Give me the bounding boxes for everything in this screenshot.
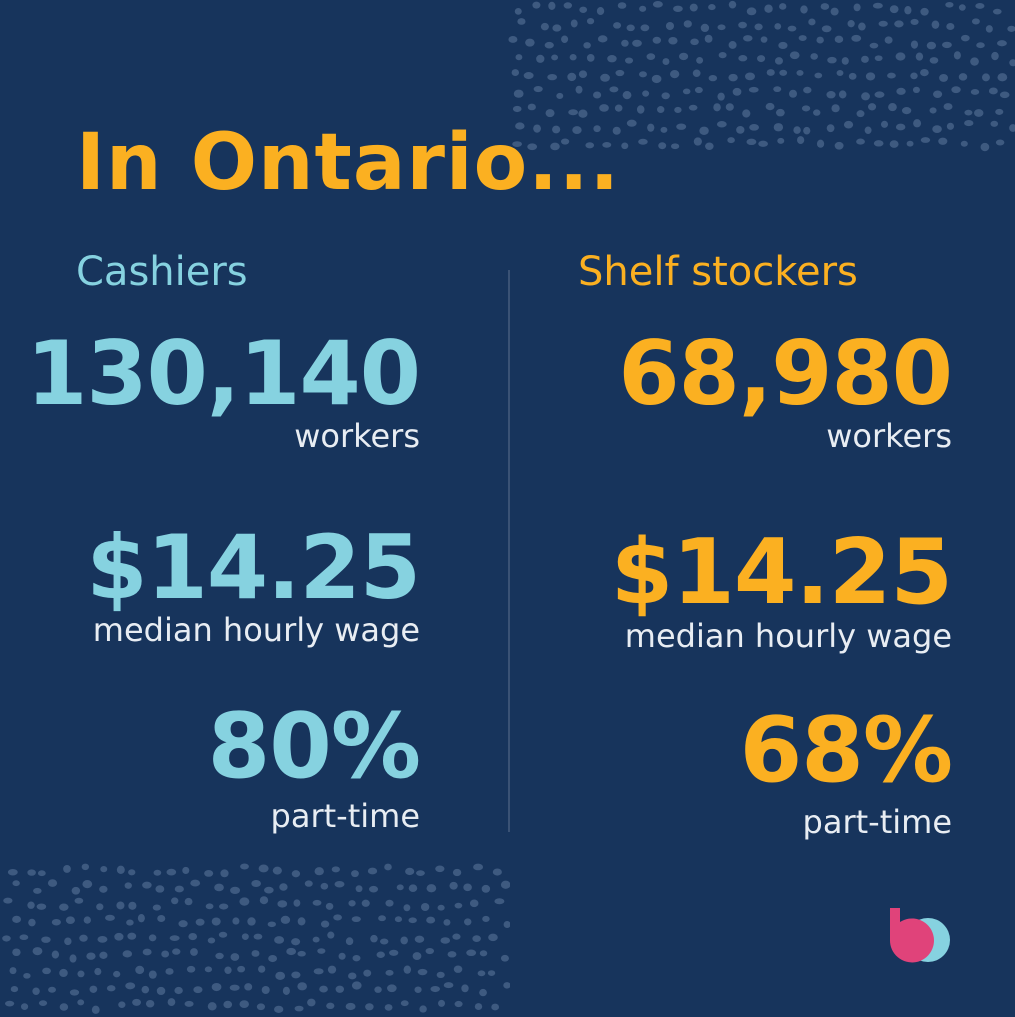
shelf-stockers-parttime-label: part-time — [802, 803, 952, 841]
shelf-stockers-workers-stat: 68,980 workers — [512, 322, 953, 455]
dot-pattern-bottom — [0, 862, 510, 1017]
cashiers-workers-stat: 130,140 workers — [0, 322, 421, 455]
cashiers-parttime-value: 80% — [207, 694, 421, 799]
shelf-stockers-wage-label: median hourly wage — [624, 617, 952, 655]
page-title: In Ontario... — [76, 118, 621, 208]
cashiers-parttime-stat: 80% part-time — [0, 694, 421, 835]
cashiers-wage-label: median hourly wage — [92, 611, 420, 649]
brand-logo-icon — [884, 904, 952, 966]
cashiers-workers-label: workers — [294, 417, 420, 455]
dot-pattern-top — [505, 0, 1015, 155]
shelf-stockers-workers-label: workers — [826, 417, 952, 455]
shelf-stockers-wage-stat: $14.25 median hourly wage — [512, 520, 953, 655]
shelf-stockers-heading: Shelf stockers — [578, 249, 858, 295]
cashiers-heading: Cashiers — [76, 249, 248, 295]
cashiers-parttime-label: part-time — [270, 797, 420, 835]
shelf-stockers-wage-value: $14.25 — [610, 520, 953, 625]
shelf-stockers-parttime-stat: 68% part-time — [512, 698, 953, 841]
cashiers-wage-stat: $14.25 median hourly wage — [0, 516, 421, 649]
shelf-stockers-workers-value: 68,980 — [618, 322, 953, 425]
shelf-stockers-parttime-value: 68% — [739, 698, 953, 803]
column-divider — [508, 270, 510, 832]
cashiers-workers-value: 130,140 — [26, 322, 421, 425]
cashiers-wage-value: $14.25 — [86, 516, 421, 619]
